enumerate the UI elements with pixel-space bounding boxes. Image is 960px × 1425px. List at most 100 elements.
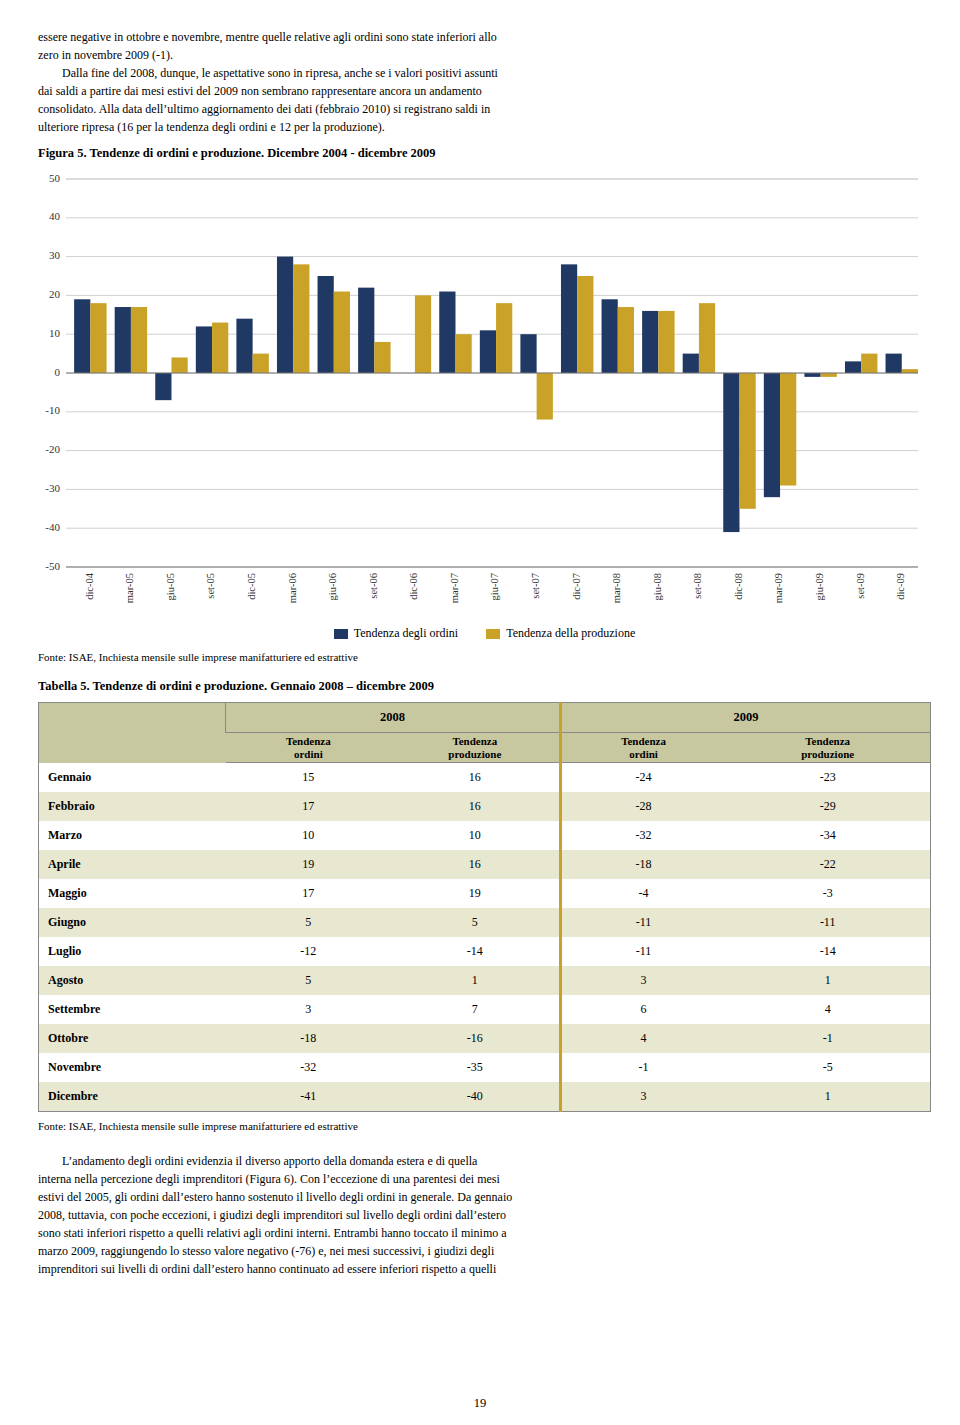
bar [236, 319, 252, 373]
table-cell: -32 [226, 1053, 391, 1082]
x-tick-label: giu-09 [814, 573, 825, 600]
table-row: Maggio1719-4-3 [39, 879, 931, 908]
x-tick-label: dic-04 [84, 572, 95, 600]
table-cell: -4 [560, 879, 725, 908]
row-label: Dicembre [39, 1082, 226, 1112]
bar [845, 361, 861, 373]
x-tick-label: set-07 [530, 573, 541, 599]
x-tick-label: giu-05 [165, 573, 176, 600]
y-tick-label: -50 [45, 560, 60, 572]
table-cell: 16 [391, 850, 560, 879]
table-cell: 1 [725, 1082, 930, 1112]
x-tick-label: giu-08 [652, 573, 663, 600]
grid-line [66, 373, 918, 374]
table-cell: 16 [391, 763, 560, 793]
closing-line: sono stati inferiori rispetto a quelli r… [38, 1224, 931, 1242]
row-label: Febbraio [39, 792, 226, 821]
y-tick-label: 30 [49, 249, 61, 261]
y-tick-label: 0 [55, 366, 61, 378]
column-header: Tendenza ordini [560, 733, 725, 763]
y-tick-label: -30 [45, 482, 60, 494]
intro-line: Dalla fine del 2008, dunque, le aspettat… [38, 64, 931, 82]
legend: Tendenza degli ordini Tendenza della prod… [38, 626, 931, 641]
x-tick-label: dic-07 [571, 573, 582, 600]
table-cell: 1 [391, 966, 560, 995]
legend-swatch [486, 629, 500, 639]
table-cell: -32 [560, 821, 725, 850]
bar [821, 373, 837, 377]
bar [699, 303, 715, 373]
group-header: 2009 [560, 703, 930, 733]
bars [74, 257, 918, 532]
grid-line [66, 295, 918, 296]
bar [439, 292, 455, 373]
bar [642, 311, 658, 373]
x-tick-label: dic-06 [408, 573, 419, 600]
closing-text: L’andamento degli ordini evidenzia il di… [38, 1152, 931, 1278]
table-head: 20082009Tendenza ordiniTendenza produzio… [39, 703, 931, 763]
x-tick-label: mar-05 [124, 573, 135, 603]
x-tick-label: mar-07 [449, 573, 460, 603]
y-tick-label: 50 [49, 172, 61, 184]
grid-line [66, 179, 918, 180]
table-row: Aprile1916-18-22 [39, 850, 931, 879]
x-tick-label: giu-07 [489, 573, 500, 600]
y-tick-label: 10 [49, 327, 61, 339]
row-label: Luglio [39, 937, 226, 966]
grid-line [66, 528, 918, 529]
bar [780, 373, 796, 486]
table-cell: -18 [226, 1024, 391, 1053]
y-tick-label: -40 [45, 521, 60, 533]
table-title: Tabella 5. Tendenze di ordini e produzio… [38, 679, 931, 694]
row-label: Maggio [39, 879, 226, 908]
chart: -50-40-30-20-1001020304050dic-04mar-05gi… [30, 169, 923, 624]
bar [658, 311, 674, 373]
column-header: Tendenza produzione [725, 733, 930, 763]
table-row: Settembre3764 [39, 995, 931, 1024]
bar [318, 276, 334, 373]
x-axis-line [66, 567, 918, 568]
intro-line: zero in novembre 2009 (-1). [38, 46, 931, 64]
table-cell: -24 [560, 763, 725, 793]
x-tick-label: set-05 [205, 573, 216, 599]
x-tick-label: giu-06 [327, 573, 338, 600]
table-cell: 19 [226, 850, 391, 879]
page: essere negative in ottobre e novembre, m… [0, 0, 960, 1425]
table-cell: 1 [725, 966, 930, 995]
table-cell: 5 [226, 908, 391, 937]
grid [66, 179, 918, 567]
table-cell: 5 [391, 908, 560, 937]
x-tick-label: dic-05 [246, 573, 257, 600]
group-header: 2008 [226, 703, 560, 733]
table-row: Luglio-12-14-11-14 [39, 937, 931, 966]
table-cell: -3 [725, 879, 930, 908]
x-tick-label: set-06 [368, 573, 379, 599]
row-label: Gennaio [39, 763, 226, 793]
bar [683, 354, 699, 373]
top-range-line [66, 179, 918, 180]
closing-line: interna nella percezione degli imprendit… [38, 1170, 931, 1188]
bar [415, 295, 431, 373]
x-tick-label: dic-08 [733, 573, 744, 600]
table-row: Novembre-32-35-1-5 [39, 1053, 931, 1082]
table-cell: 19 [391, 879, 560, 908]
table-cell: -29 [725, 792, 930, 821]
bar [496, 303, 512, 373]
bar [74, 299, 90, 373]
bar [561, 264, 577, 373]
table-row: Febbraio1716-28-29 [39, 792, 931, 821]
grid-line [66, 567, 918, 568]
table-cell: -40 [391, 1082, 560, 1112]
row-label: Marzo [39, 821, 226, 850]
bar [334, 292, 350, 373]
legend-swatch [334, 629, 348, 639]
table-source: Fonte: ISAE, Inchiesta mensile sulle imp… [38, 1120, 931, 1132]
grid-line [66, 217, 918, 218]
x-tick-label: set-09 [855, 573, 866, 599]
header-corner [39, 703, 226, 763]
row-label: Ottobre [39, 1024, 226, 1053]
legend-item: Tendenza degli ordini [334, 626, 458, 641]
closing-line: L’andamento degli ordini evidenzia il di… [38, 1152, 931, 1170]
y-tick-label: -10 [45, 404, 60, 416]
legend-label: Tendenza della produzione [506, 626, 635, 641]
